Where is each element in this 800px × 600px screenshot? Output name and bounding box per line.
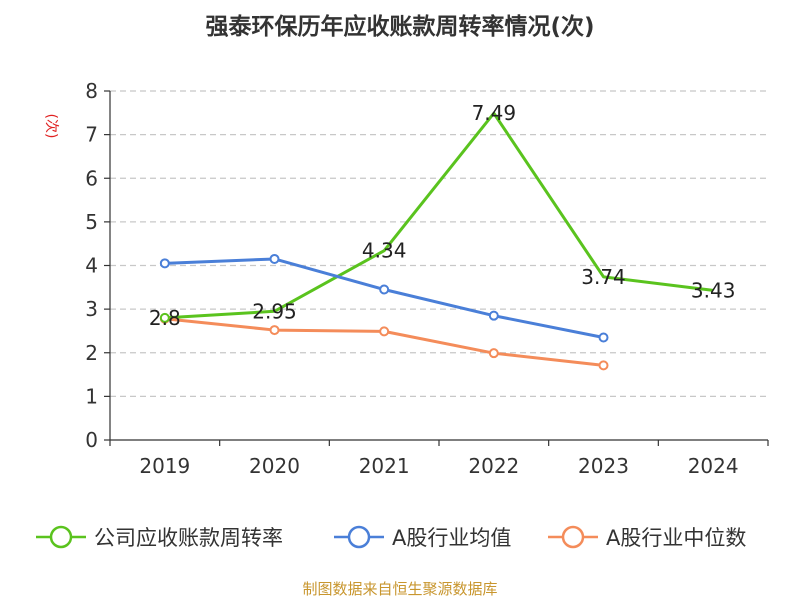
legend-label: A股行业均值 bbox=[392, 526, 511, 550]
data-label: 4.34 bbox=[362, 239, 407, 263]
legend-item[interactable]: 公司应收账款周转率 bbox=[36, 525, 283, 550]
data-labels: 2.8 2.95 4.34 7.49 3.74 3.43 bbox=[149, 101, 736, 330]
data-point[interactable] bbox=[269, 253, 280, 264]
series-lines bbox=[164, 111, 714, 367]
axes bbox=[104, 90, 769, 446]
source-note: 制图数据来自恒生聚源数据库 bbox=[302, 580, 497, 598]
y-tick-label: 7 bbox=[85, 123, 98, 147]
y-tick-label: 2 bbox=[85, 341, 98, 365]
x-tick-label: 2020 bbox=[249, 454, 300, 478]
data-label: 3.74 bbox=[581, 265, 626, 289]
y-axis-label: (次) bbox=[43, 114, 59, 139]
legend-marker-icon bbox=[347, 525, 371, 549]
legend-item[interactable]: A股行业均值 bbox=[334, 525, 511, 550]
legend-marker-icon bbox=[561, 525, 585, 549]
data-label: 7.49 bbox=[472, 101, 517, 125]
data-point[interactable] bbox=[159, 312, 170, 323]
data-point[interactable] bbox=[488, 310, 499, 321]
legend-label: 公司应收账款周转率 bbox=[94, 526, 283, 550]
x-tick-label: 2021 bbox=[359, 454, 410, 478]
legend-marker-icon bbox=[49, 525, 73, 549]
data-point[interactable] bbox=[598, 332, 609, 343]
data-point[interactable] bbox=[269, 325, 280, 336]
y-tick-label: 1 bbox=[85, 384, 98, 408]
data-label: 3.43 bbox=[691, 278, 736, 302]
y-tick-label: 4 bbox=[85, 254, 98, 278]
x-tick-label: 2019 bbox=[139, 454, 190, 478]
data-label: 2.95 bbox=[252, 299, 297, 323]
x-tick-label: 2023 bbox=[578, 454, 629, 478]
legend-label: A股行业中位数 bbox=[606, 526, 746, 550]
data-label: 2.8 bbox=[149, 306, 181, 330]
y-tick-label: 3 bbox=[85, 297, 98, 321]
x-tick-label: 2022 bbox=[468, 454, 519, 478]
y-tick-label: 0 bbox=[85, 428, 98, 452]
data-point[interactable] bbox=[598, 360, 609, 371]
data-point[interactable] bbox=[379, 326, 390, 337]
y-tick-label: 6 bbox=[85, 166, 98, 190]
y-tick-labels: 0 1 2 3 4 5 6 7 8 bbox=[85, 79, 98, 452]
legend[interactable]: 公司应收账款周转率 A股行业均值 A股行业中位数 bbox=[36, 525, 746, 550]
data-point[interactable] bbox=[488, 348, 499, 359]
chart-title: 强泰环保历年应收账款周转率情况(次) bbox=[205, 13, 594, 40]
y-tick-label: 8 bbox=[85, 79, 98, 103]
series-line bbox=[164, 111, 714, 320]
legend-item[interactable]: A股行业中位数 bbox=[548, 525, 746, 550]
x-tick-label: 2024 bbox=[688, 454, 739, 478]
grid-lines bbox=[110, 90, 768, 397]
data-point[interactable] bbox=[159, 258, 170, 269]
series-points bbox=[159, 253, 609, 371]
x-tick-labels: 2019 2020 2021 2022 2023 2024 bbox=[139, 454, 738, 478]
y-tick-label: 5 bbox=[85, 210, 98, 234]
data-point[interactable] bbox=[379, 284, 390, 295]
